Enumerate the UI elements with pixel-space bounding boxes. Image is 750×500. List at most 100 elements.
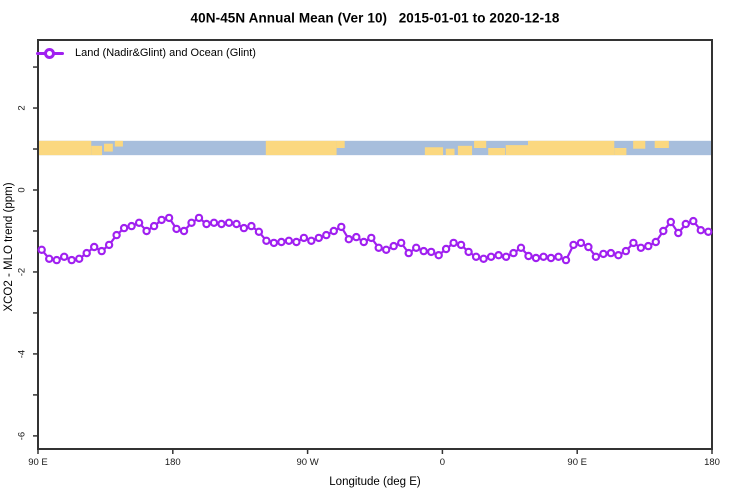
data-point-marker (681, 219, 691, 229)
map-strip-land-segment (457, 145, 473, 156)
y-tick-label: -2 (16, 267, 28, 277)
data-point-marker (389, 241, 398, 251)
data-point-marker (479, 254, 488, 263)
map-strip-land-segment (424, 147, 444, 156)
data-point-marker (202, 219, 211, 229)
data-point-marker (464, 247, 473, 257)
data-point-marker (651, 237, 661, 247)
x-tick-label: 90 W (296, 457, 319, 468)
data-point-marker (59, 252, 69, 261)
x-axis-title: Longitude (deg E) (329, 476, 421, 488)
data-point-marker (456, 240, 466, 250)
data-point-marker (689, 216, 698, 226)
map-strip-land-segment (38, 140, 92, 156)
map-strip-land-segment (91, 145, 103, 156)
data-point-marker (307, 236, 316, 245)
data-point-marker (247, 221, 256, 231)
map-strip-land-segment (336, 140, 345, 148)
data-point-marker (134, 218, 144, 227)
data-point-marker (194, 213, 204, 223)
y-tick-label: 0 (16, 187, 28, 193)
data-point-marker (299, 233, 309, 243)
data-point-marker (187, 218, 196, 227)
data-point-marker (554, 252, 563, 261)
data-point-marker (644, 241, 653, 251)
x-tick-label: 90 E (567, 457, 587, 468)
y-tick-label: 2 (16, 105, 28, 111)
x-tick-label: 180 (704, 457, 720, 468)
data-point-marker (546, 253, 556, 263)
data-point-marker (344, 234, 353, 244)
data-point-marker (449, 238, 458, 248)
map-strip-land-segment (114, 140, 123, 147)
data-point-marker (584, 242, 593, 252)
data-point-marker (427, 247, 436, 257)
data-point-marker (292, 237, 301, 247)
x-tick-label: 180 (164, 457, 181, 468)
legend-label: Land (Nadir&Glint) and Ocean (Glint) (75, 47, 256, 59)
y-axis-title: XCO2 - MLO trend (ppm) (3, 182, 15, 312)
data-point-marker (232, 219, 241, 229)
data-point-marker (471, 252, 481, 261)
data-point-marker (217, 219, 226, 229)
data-point-marker (509, 248, 518, 258)
data-point-marker (382, 245, 391, 254)
map-strip-land-segment (633, 140, 646, 149)
data-point-marker (591, 252, 601, 261)
data-point-marker (254, 227, 264, 236)
data-point-marker (539, 252, 548, 261)
map-strip-land-segment (614, 147, 627, 156)
data-point-marker (209, 218, 219, 227)
data-point-marker (516, 243, 526, 252)
data-point-marker (561, 255, 571, 265)
data-point-marker (501, 252, 511, 261)
data-point-marker (97, 246, 106, 256)
data-point-marker (112, 230, 121, 240)
map-strip-land-segment (445, 148, 455, 156)
data-point-marker (359, 237, 368, 247)
data-point-marker (82, 248, 91, 258)
map-strip-land-segment (474, 140, 487, 148)
data-point-marker (659, 226, 668, 236)
data-point-marker (314, 233, 323, 243)
data-point-marker (37, 245, 46, 254)
data-point-marker (45, 254, 54, 263)
data-point-marker (119, 223, 129, 233)
data-point-marker (621, 246, 631, 256)
data-point-marker (164, 213, 174, 223)
map-strip-land-segment (505, 145, 528, 156)
data-point-marker (224, 218, 234, 227)
data-point-marker (531, 253, 541, 263)
data-point-marker (269, 238, 279, 248)
legend-marker-icon (44, 48, 55, 59)
data-point-marker (434, 250, 443, 260)
data-point-marker (494, 250, 503, 260)
map-strip-land-segment (488, 147, 506, 156)
plot-box-border (37, 39, 713, 450)
data-point-marker (74, 254, 84, 263)
data-point-marker (127, 221, 136, 231)
data-point-marker (599, 249, 608, 259)
data-point-marker (614, 250, 623, 260)
data-point-marker (262, 236, 271, 245)
y-tick-label: -6 (16, 431, 28, 441)
data-point-marker (52, 255, 61, 265)
y-tick-label: -4 (16, 349, 28, 359)
data-point-marker (629, 238, 638, 248)
data-point-marker (404, 248, 413, 258)
map-strip-land-segment (104, 143, 113, 152)
data-point-marker (486, 252, 496, 261)
data-point-marker (142, 226, 151, 236)
data-point-marker (374, 243, 383, 252)
data-point-marker (179, 226, 189, 236)
data-point-marker (352, 232, 361, 242)
data-point-marker (397, 238, 406, 248)
data-point-marker (89, 242, 99, 252)
data-point-marker (67, 255, 76, 265)
data-point-marker (412, 243, 421, 252)
data-point-marker (172, 224, 181, 234)
map-strip-land-segment (527, 140, 615, 156)
data-point-marker (696, 225, 706, 235)
